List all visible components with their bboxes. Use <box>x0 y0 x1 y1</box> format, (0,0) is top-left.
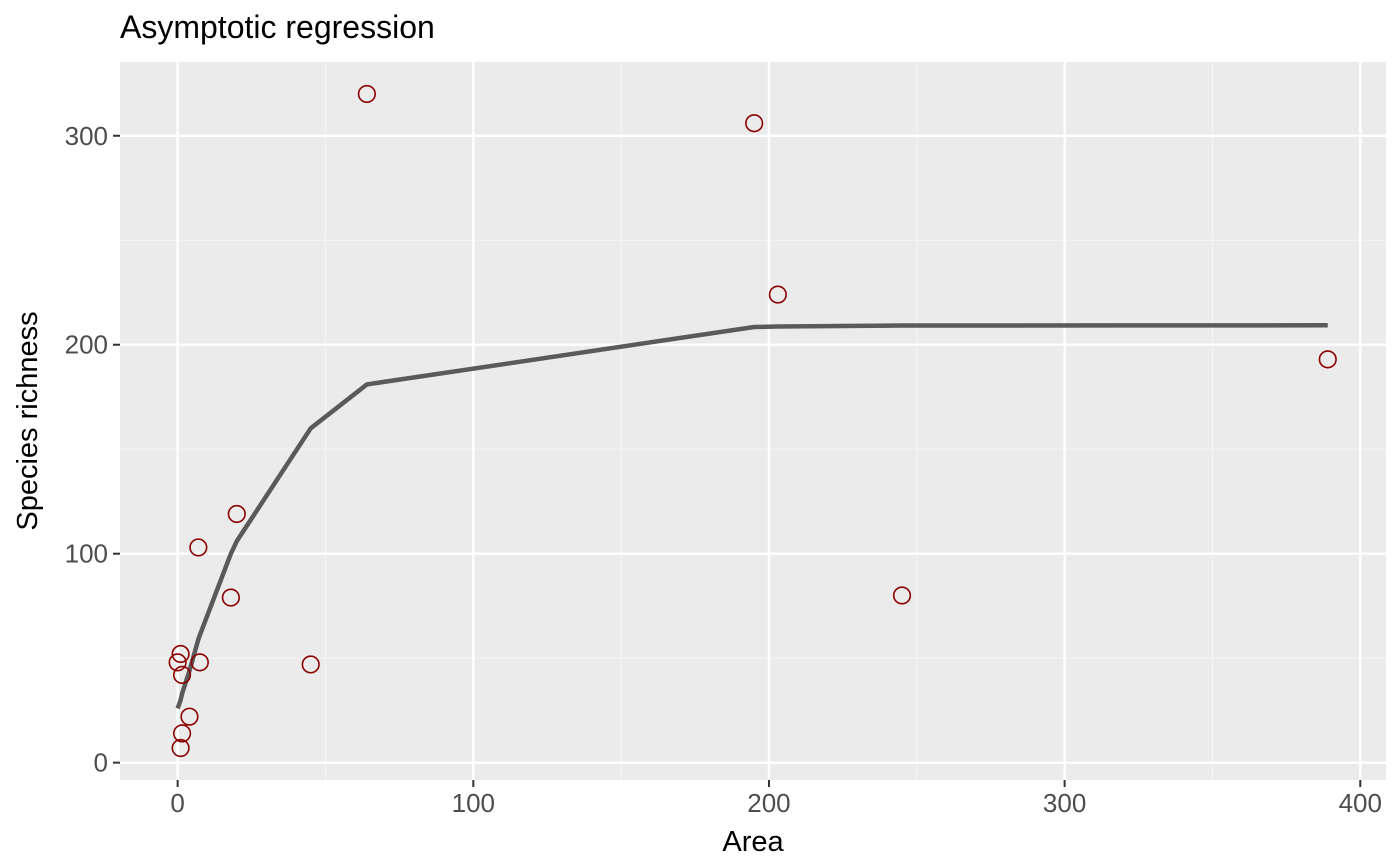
data-point <box>190 653 209 672</box>
data-point <box>227 504 246 524</box>
data-point <box>171 644 190 664</box>
data-point <box>172 665 192 684</box>
major-gridlines <box>120 62 1386 780</box>
minor-gridlines <box>120 62 1386 780</box>
data-point <box>1318 350 1337 369</box>
data-point <box>892 586 912 605</box>
x-tick-label: 400 <box>1339 788 1382 818</box>
data-point <box>189 538 208 557</box>
points-group <box>168 84 1337 758</box>
data-point <box>172 724 192 743</box>
x-tick-label: 100 <box>452 788 495 818</box>
y-tick-label: 200 <box>65 330 108 360</box>
data-point <box>168 653 187 672</box>
x-axis-title: Area <box>722 826 784 858</box>
tick-labels: 0 100 200 300 400 0 100 200 300 <box>65 121 1382 818</box>
data-point <box>745 114 764 133</box>
x-tick-label: 200 <box>747 788 790 818</box>
data-point <box>221 588 240 607</box>
data-point <box>357 84 376 104</box>
plot-panel <box>120 62 1386 780</box>
y-tick-label: 100 <box>65 539 108 569</box>
data-point <box>180 707 199 726</box>
chart-title: Asymptotic regression <box>120 9 435 45</box>
data-point <box>768 285 787 304</box>
x-tick-label: 0 <box>170 788 184 818</box>
data-point <box>301 655 320 674</box>
x-tick-label: 300 <box>1043 788 1086 818</box>
fit-line <box>175 323 1328 710</box>
axis-ticks <box>113 134 1362 787</box>
y-tick-label: 300 <box>65 121 108 151</box>
y-axis-title: Species richness <box>12 311 44 530</box>
data-point <box>171 738 190 758</box>
y-tick-label: 0 <box>94 748 108 778</box>
fit-line-group <box>175 323 1328 710</box>
